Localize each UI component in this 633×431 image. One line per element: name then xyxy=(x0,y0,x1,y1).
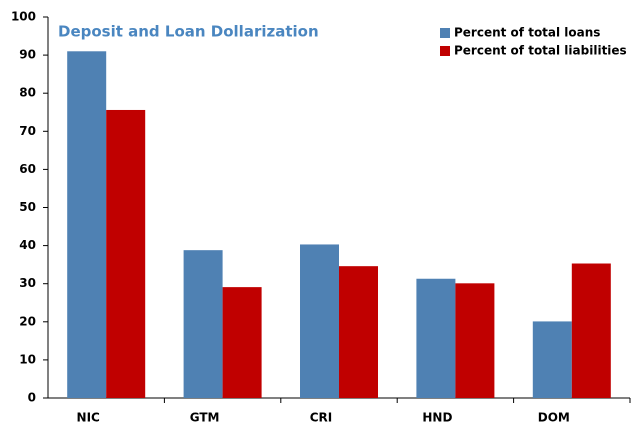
bar xyxy=(339,266,378,398)
y-tick-label: 20 xyxy=(19,314,36,328)
y-tick-label: 80 xyxy=(19,86,36,100)
bar xyxy=(222,287,262,398)
bar xyxy=(571,263,611,398)
y-tick-label: 40 xyxy=(19,238,36,252)
legend-swatch xyxy=(440,28,450,38)
bar xyxy=(532,321,572,398)
legend-label: Percent of total liabilities xyxy=(454,44,627,58)
y-tick-label: 60 xyxy=(19,162,36,176)
y-tick-label: 100 xyxy=(11,10,36,24)
y-tick-label: 30 xyxy=(19,276,36,290)
y-tick-label: 10 xyxy=(19,352,36,366)
x-tick-label: GTM xyxy=(190,411,220,425)
x-tick-label: DOM xyxy=(538,411,570,425)
chart-title: Deposit and Loan Dollarization xyxy=(58,23,319,41)
bar xyxy=(455,283,495,398)
x-tick-label: HND xyxy=(422,411,452,425)
legend-swatch xyxy=(440,46,450,56)
legend-label: Percent of total loans xyxy=(454,26,600,40)
y-tick-label: 90 xyxy=(19,48,36,62)
x-tick-label: NIC xyxy=(77,411,101,425)
bar xyxy=(416,278,456,398)
bar xyxy=(106,109,146,399)
y-tick-label: 70 xyxy=(19,124,36,138)
y-tick-label: 0 xyxy=(28,391,36,405)
bar xyxy=(300,244,339,398)
bar xyxy=(183,250,223,398)
y-tick-label: 50 xyxy=(19,200,36,214)
x-tick-label: CRI xyxy=(310,411,333,425)
bar xyxy=(67,51,107,398)
